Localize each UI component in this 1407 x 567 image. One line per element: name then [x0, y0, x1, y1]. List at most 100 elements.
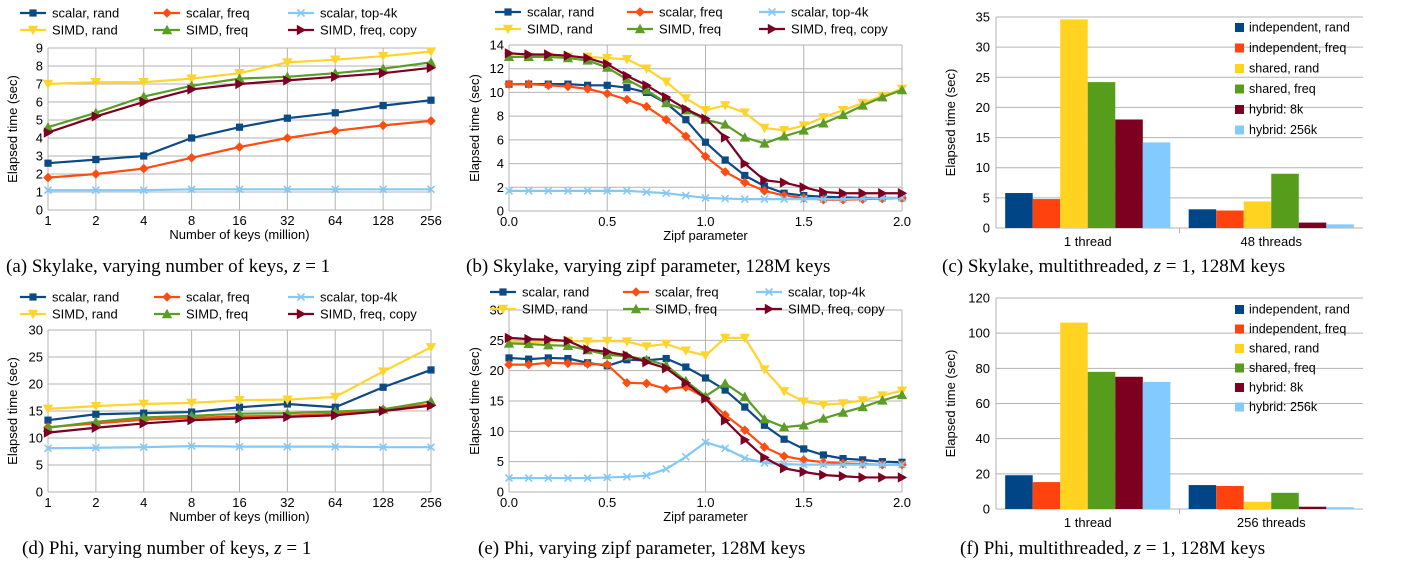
legend-item: independent, rand [1235, 303, 1350, 317]
caption-e: (e) Phi, varying zipf parameter, 128M ke… [478, 538, 806, 559]
legend-label: scalar, rand [52, 6, 119, 21]
data-point [721, 444, 730, 453]
data-point [378, 405, 389, 417]
data-point [331, 71, 341, 82]
y-tick-label: 30 [29, 323, 43, 338]
legend-swatch [1235, 363, 1244, 373]
y-tick-label: 15 [976, 130, 990, 145]
legend-marker [162, 292, 172, 302]
legend-item: shared, freq [1235, 361, 1316, 375]
bar [1298, 222, 1327, 228]
data-point [622, 70, 633, 82]
data-point [235, 442, 244, 451]
series-scalar-top-4k [43, 185, 436, 195]
y-tick-label: 10 [976, 160, 990, 175]
legend-label: scalar, freq [186, 290, 250, 305]
x-tick-label: 1.0 [696, 214, 714, 229]
data-point [641, 84, 652, 95]
x-tick-label: 4 [140, 495, 147, 510]
data-point [523, 79, 534, 89]
data-point [858, 188, 868, 199]
y-tick-label: 30 [976, 40, 990, 55]
legend-item: SIMD, freq, copy [288, 23, 417, 38]
data-point [377, 51, 389, 62]
legend-marker [29, 293, 37, 301]
legend-marker [635, 7, 645, 17]
data-point [282, 133, 293, 143]
data-point [503, 338, 515, 348]
y-axis-label: Elapsed time (sec) [467, 347, 482, 455]
data-point [563, 335, 574, 347]
y-tick-label: 60 [976, 396, 990, 411]
chart-a-skylake-keys: 0 1 2 3 4 5 6 7 8 9 1 2 4 8 16 32 64 128 256 Number of keys… [0, 0, 450, 255]
legend-item: hybrid: 8k [1235, 103, 1304, 117]
data-point [681, 131, 691, 142]
legend-marker [29, 9, 37, 17]
data-point [544, 473, 553, 483]
legend-marker [27, 309, 39, 320]
legend-marker [504, 8, 512, 16]
bar [1087, 371, 1116, 509]
legend-label: scalar, freq [186, 6, 250, 21]
legend-label: SIMD, freq, copy [320, 307, 417, 322]
data-point [602, 53, 613, 64]
data-point [235, 123, 244, 131]
legend-marker [631, 287, 641, 297]
data-point [235, 185, 244, 194]
legend-label: scalar, freq [659, 5, 723, 20]
data-point [719, 101, 731, 111]
x-tick-label: 2 [92, 213, 99, 228]
data-point [503, 51, 515, 62]
data-point [582, 359, 593, 369]
legend-label: SIMD, freq [186, 307, 248, 322]
data-point [641, 342, 652, 352]
chart-c-svg: 0 5 10 15 20 25 30 35 1 thread 48 threads Elapsed … [943, 10, 1363, 249]
chart-c-skylake-mt: 0 5 10 15 20 25 30 35 1 thread 48 threads Elapsed … [935, 0, 1407, 255]
y-tick-label: 20 [976, 100, 990, 115]
legend-swatch [1235, 23, 1244, 32]
data-point [857, 100, 868, 110]
series-scalar-top-4k [504, 186, 907, 204]
data-point [661, 77, 672, 87]
data-point [188, 134, 196, 142]
legend-item: scalar, freq [627, 5, 723, 20]
data-point [780, 435, 788, 443]
legend-item: shared, rand [1235, 62, 1319, 76]
data-point [44, 416, 52, 424]
data-point [700, 351, 711, 361]
bar [1115, 376, 1143, 509]
legend-label: SIMD, freq [655, 302, 717, 317]
data-point [90, 401, 102, 412]
legend-label: SIMD, rand [52, 23, 118, 38]
data-point [427, 366, 435, 374]
legend-item: scalar, freq [154, 6, 250, 21]
legend: scalar, rand scalar, freq scalar, top-4k SI… [20, 290, 417, 322]
legend-label: SIMD, freq, copy [791, 22, 888, 37]
data-point [582, 337, 593, 347]
x-tick-label: 1.5 [795, 214, 813, 229]
data-point [740, 434, 750, 446]
data-point [283, 185, 292, 194]
legend-label: shared, rand [1249, 342, 1319, 356]
data-point [563, 358, 573, 369]
data-point [543, 80, 554, 91]
data-point [800, 445, 808, 453]
legend-item: SIMD, rand [20, 307, 118, 322]
data-point [544, 49, 554, 60]
x-tick-label: 0.0 [500, 495, 518, 510]
y-tick-label: 15 [490, 394, 504, 409]
y-axis-label: Elapsed time (sec) [943, 69, 958, 177]
data-point [583, 344, 593, 355]
bar [1032, 482, 1061, 509]
data-point [642, 80, 652, 91]
data-point [623, 84, 631, 92]
data-point [721, 386, 729, 394]
data-point [661, 97, 672, 108]
legend-marker [296, 24, 307, 36]
y-tick-label: 0 [983, 502, 990, 517]
data-point [838, 471, 849, 482]
x-tick-label: 1 thread [1064, 515, 1112, 530]
y-tick-label: 20 [976, 466, 990, 481]
data-point [759, 138, 770, 148]
data-point [186, 398, 197, 409]
